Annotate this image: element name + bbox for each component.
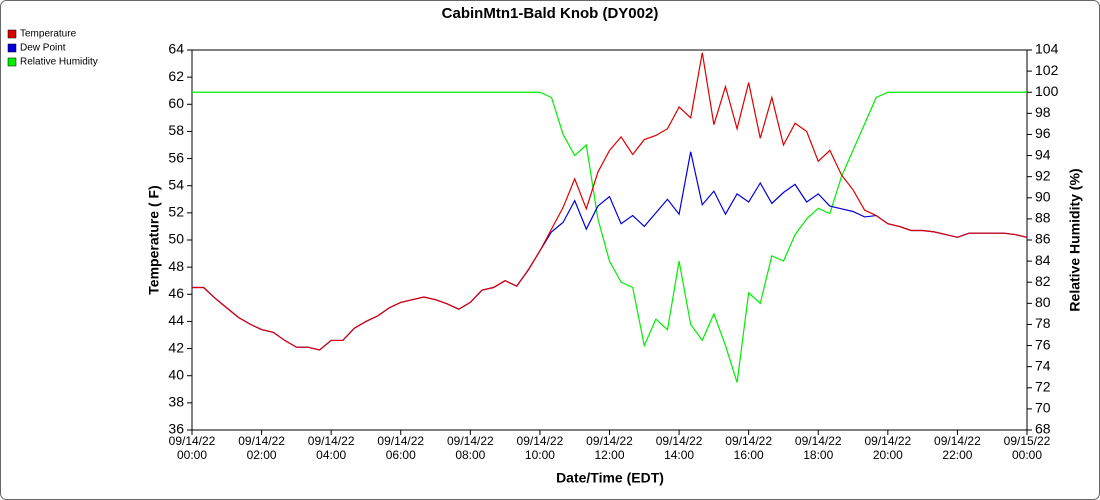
y-tick-label: 62 (168, 68, 184, 84)
series-line (192, 91, 1027, 383)
y-tick-label: 40 (168, 366, 184, 382)
y-tick-label: 38 (168, 394, 184, 410)
y-tick-label: 52 (168, 204, 184, 220)
y2-tick-label: 94 (1035, 146, 1051, 162)
chart-title: CabinMtn1-Bald Knob (DY002) (442, 5, 659, 22)
y-tick-label: 64 (168, 41, 184, 57)
legend-label: Temperature (20, 29, 77, 40)
legend-label: Dew Point (20, 43, 66, 54)
y2-tick-label: 80 (1035, 294, 1051, 310)
y-tick-label: 54 (168, 176, 184, 192)
y2-tick-label: 102 (1035, 62, 1059, 78)
series-line (192, 52, 1028, 351)
y2-tick-label: 88 (1035, 210, 1051, 226)
y-tick-label: 42 (168, 339, 184, 355)
y-tick-label: 46 (168, 285, 184, 301)
legend-swatch (7, 29, 17, 39)
y-tick-label: 48 (168, 258, 184, 274)
y2-tick-label: 104 (1035, 41, 1059, 57)
legend-label: Relative Humidity (20, 57, 98, 68)
x-tick-label: 09/14/22 04:00 (308, 434, 355, 462)
y2-tick-label: 100 (1035, 83, 1059, 99)
x-tick-label: 09/14/22 10:00 (517, 434, 564, 462)
y-tick-label: 36 (168, 421, 184, 437)
y2-tick-label: 82 (1035, 273, 1051, 289)
x-tick-label: 09/14/22 20:00 (864, 434, 911, 462)
x-tick-label: 09/15/22 00:00 (1004, 434, 1051, 462)
x-tick-label: 09/14/22 00:00 (169, 434, 216, 462)
y-tick-label: 50 (168, 231, 184, 247)
y2-tick-label: 68 (1035, 421, 1051, 437)
y2-tick-label: 84 (1035, 252, 1051, 268)
y2-tick-label: 76 (1035, 336, 1051, 352)
x-tick-label: 09/14/22 06:00 (377, 434, 424, 462)
y-tick-label: 44 (168, 312, 184, 328)
y-tick-label: 58 (168, 122, 184, 138)
y-tick-label: 56 (168, 149, 184, 165)
y2-tick-label: 72 (1035, 378, 1051, 394)
x-tick-label: 09/14/22 16:00 (725, 434, 772, 462)
y2-tick-label: 78 (1035, 315, 1051, 331)
x-tick-label: 09/14/22 18:00 (795, 434, 842, 462)
x-tick-label: 09/14/22 12:00 (586, 434, 633, 462)
y-tick-label: 60 (168, 95, 184, 111)
x-tick-label: 09/14/22 22:00 (934, 434, 981, 462)
y-axis-title: Temperature ( F) (146, 185, 162, 294)
x-axis-title: Date/Time (EDT) (556, 470, 664, 486)
x-tick-label: 09/14/22 02:00 (238, 434, 285, 462)
legend-swatch (7, 57, 17, 67)
y2-tick-label: 74 (1035, 357, 1051, 373)
y2-tick-label: 98 (1035, 104, 1051, 120)
x-tick-label: 09/14/22 14:00 (656, 434, 703, 462)
y2-tick-label: 90 (1035, 188, 1051, 204)
y2-tick-label: 86 (1035, 231, 1051, 247)
x-tick-label: 09/14/22 08:00 (447, 434, 494, 462)
y2-tick-label: 92 (1035, 167, 1051, 183)
y2-axis-title: Relative Humidity (%) (1067, 168, 1083, 311)
y2-tick-label: 70 (1035, 400, 1051, 416)
legend-swatch (7, 43, 17, 53)
y2-tick-label: 96 (1035, 125, 1051, 141)
